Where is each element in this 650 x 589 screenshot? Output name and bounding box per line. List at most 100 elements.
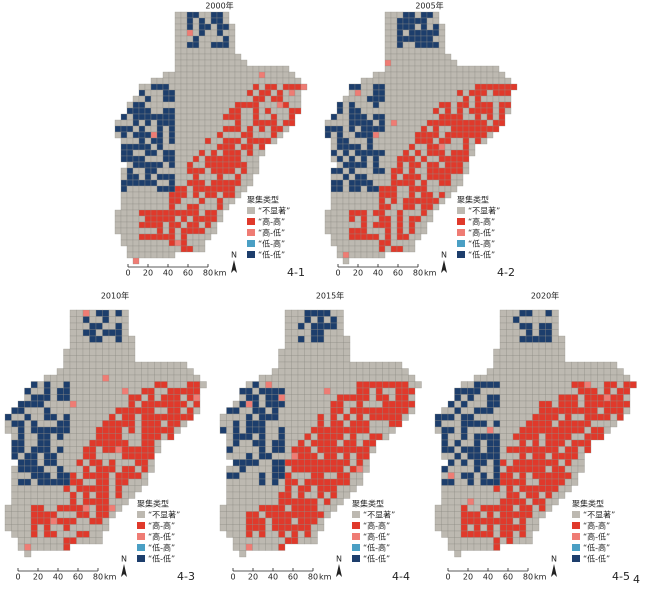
grid-cell (167, 433, 175, 441)
grid-cell (390, 95, 398, 103)
grid-cell (323, 420, 331, 428)
grid-cell (467, 465, 475, 473)
grid-cell (264, 83, 272, 91)
grid-cell (228, 113, 236, 121)
grid-cell (450, 125, 458, 133)
grid-cell (336, 245, 344, 253)
grid-cell (584, 446, 592, 454)
grid-cell (69, 459, 77, 467)
grid-cell (82, 446, 90, 454)
grid-cell (444, 173, 452, 181)
grid-cell (108, 439, 116, 447)
grid-cell (120, 239, 128, 247)
grid-cell (504, 95, 512, 103)
grid-cell (584, 374, 592, 382)
grid-cell (420, 197, 428, 205)
grid-cell (258, 485, 266, 493)
grid-cell (426, 29, 434, 37)
grid-cell (336, 498, 344, 506)
grid-cell (265, 524, 273, 532)
grid-cell (402, 197, 410, 205)
legend-item: “低-高” (148, 543, 175, 553)
grid-cell (24, 400, 32, 408)
grid-cell (258, 149, 266, 157)
grid-cell (82, 504, 90, 512)
grid-cell (216, 143, 224, 151)
grid-cell (330, 361, 338, 369)
grid-cell (63, 355, 71, 363)
grid-cell (17, 433, 25, 441)
grid-cell (310, 426, 318, 434)
grid-cell (525, 329, 533, 337)
grid-cell (480, 83, 488, 91)
grid-cell (571, 420, 579, 428)
grid-cell (216, 149, 224, 157)
grid-cell (89, 348, 97, 356)
grid-cell (438, 41, 446, 49)
grid-cell (519, 459, 527, 467)
grid-cell (473, 446, 481, 454)
grid-cell (89, 394, 97, 402)
grid-cell (95, 355, 103, 363)
grid-cell (577, 420, 585, 428)
grid-cell (270, 125, 278, 133)
grid-cell (349, 426, 357, 434)
grid-cell (186, 53, 194, 61)
grid-cell (186, 95, 194, 103)
grid-cell (132, 245, 140, 253)
grid-cell (493, 465, 501, 473)
grid-cell (69, 394, 77, 402)
grid-cell (126, 203, 134, 211)
grid-cell (324, 221, 332, 229)
grid-cell (174, 221, 182, 229)
grid-cell (150, 131, 158, 139)
grid-cell (462, 149, 470, 157)
grid-cell (282, 77, 290, 85)
grid-cell (474, 131, 482, 139)
grid-cell (408, 221, 416, 229)
grid-cell (17, 400, 25, 408)
grid-cell (532, 387, 540, 395)
grid-cell (342, 197, 350, 205)
grid-cells (114, 11, 308, 265)
grid-cell (564, 387, 572, 395)
grid-cell (564, 374, 572, 382)
grid-cell (532, 400, 540, 408)
grid-cell (37, 465, 45, 473)
grid-cell (150, 83, 158, 91)
grid-cell (216, 11, 224, 19)
grid-cell (360, 161, 368, 169)
grid-cell (384, 191, 392, 199)
grid-cell (330, 239, 338, 247)
grid-cell (24, 459, 32, 467)
grid-cell (349, 387, 357, 395)
grid-cell (89, 439, 97, 447)
grid-cell (291, 329, 299, 337)
grid-cell (342, 227, 350, 235)
grid-cell (180, 394, 188, 402)
grid-cell (30, 498, 38, 506)
grid-cell (167, 387, 175, 395)
grid-cell (506, 335, 514, 343)
grid-cell (499, 491, 507, 499)
grid-cell (414, 381, 422, 389)
grid-cell (50, 446, 58, 454)
panel-label: 4-1 (287, 266, 305, 279)
grid-cell (37, 420, 45, 428)
grid-cell (354, 209, 362, 217)
grid-cell (291, 498, 299, 506)
grid-cell (193, 381, 201, 389)
grid-cell (414, 173, 422, 181)
grid-cell (134, 394, 142, 402)
grid-cell (297, 439, 305, 447)
grid-cell (174, 65, 182, 73)
grid-cell (186, 394, 194, 402)
grid-cell (456, 113, 464, 121)
grid-cell (167, 394, 175, 402)
grid-cell (150, 77, 158, 85)
grid-cell (323, 348, 331, 356)
grid-cell (506, 394, 514, 402)
legend-swatch (247, 240, 255, 247)
grid-cell (349, 446, 357, 454)
grid-cell (432, 149, 440, 157)
